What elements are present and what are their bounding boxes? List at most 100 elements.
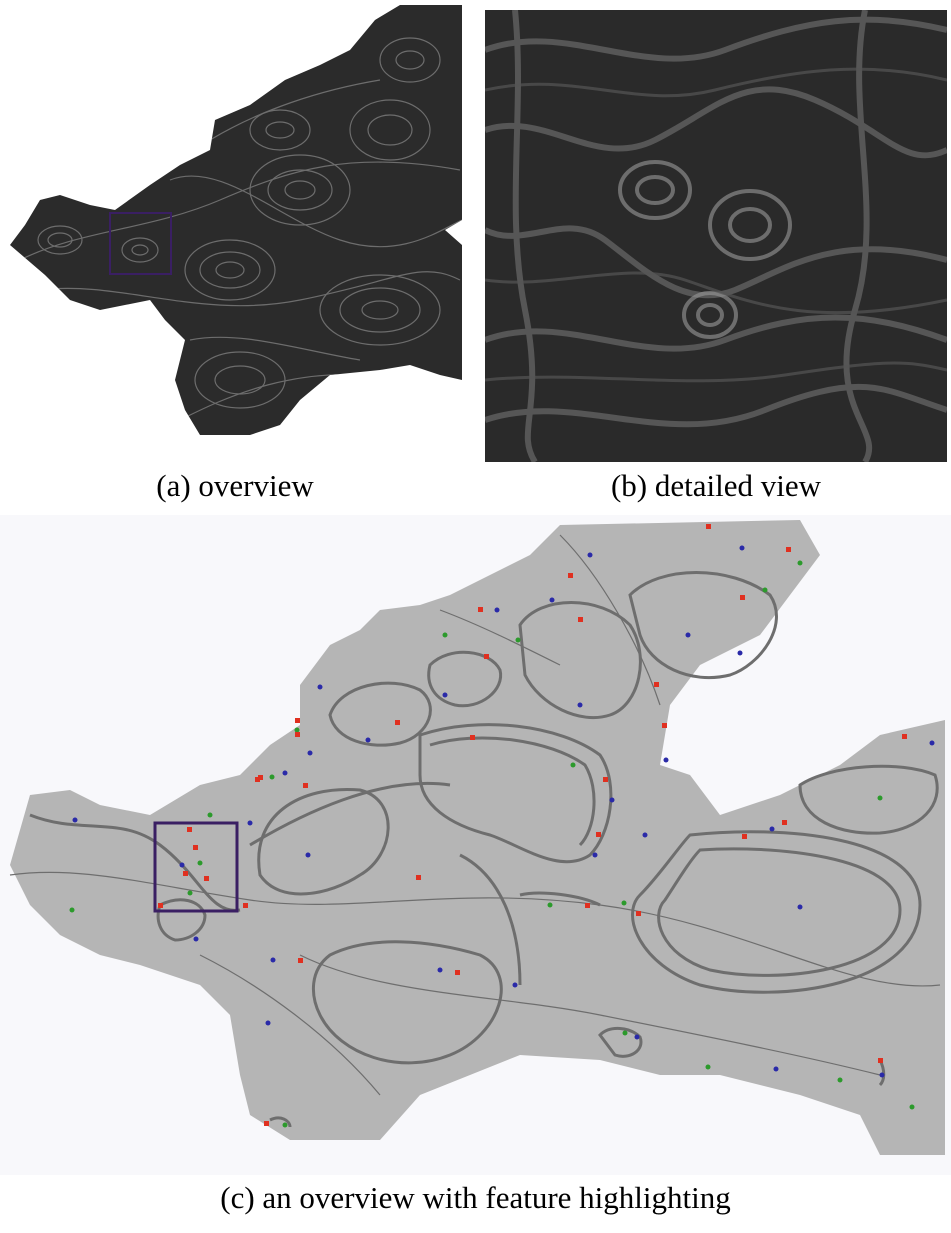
source-icon	[739, 545, 745, 551]
source-icon	[282, 770, 288, 776]
saddle-icon	[158, 903, 163, 908]
sink-icon	[515, 637, 521, 643]
source-icon	[879, 1072, 885, 1078]
saddle-icon	[243, 903, 248, 908]
source-icon	[437, 967, 443, 973]
caption-detailed-view: (b) detailed view	[610, 468, 822, 503]
source-icon	[265, 1020, 271, 1026]
detailed-view-image	[485, 10, 947, 462]
saddle-icon	[596, 832, 601, 837]
source-icon	[929, 740, 935, 746]
saddle-icon	[636, 911, 641, 916]
saddle-icon	[264, 1121, 269, 1126]
saddle-icon	[568, 573, 573, 578]
sink-icon	[837, 1077, 843, 1083]
sink-icon	[877, 795, 883, 801]
saddle-icon	[455, 970, 460, 975]
sink-icon	[294, 727, 300, 733]
caption-feature-highlighting: (c) an overview with feature highlightin…	[220, 1180, 731, 1215]
saddle-icon	[654, 682, 659, 687]
saddle-icon	[395, 720, 400, 725]
sink-icon	[197, 860, 203, 866]
overview-highlight-box	[109, 212, 172, 275]
source-icon	[642, 832, 648, 838]
source-icon	[512, 982, 518, 988]
saddle-icon	[295, 718, 300, 723]
overview-image	[0, 0, 470, 440]
source-icon	[317, 684, 323, 690]
saddle-icon	[258, 775, 263, 780]
source-icon	[442, 692, 448, 698]
sink-icon	[207, 812, 213, 818]
sink-markers	[69, 560, 915, 1128]
sink-icon	[909, 1104, 915, 1110]
saddle-markers	[158, 524, 907, 1126]
source-icon	[305, 852, 311, 858]
source-icon	[270, 957, 276, 963]
sink-icon	[442, 632, 448, 638]
saddle-icon	[578, 617, 583, 622]
saddle-icon	[662, 723, 667, 728]
saddle-icon	[603, 777, 608, 782]
source-icon	[193, 936, 199, 942]
saddle-icon	[878, 1058, 883, 1063]
thin-streamlines	[9, 534, 941, 1096]
saddle-icon	[902, 734, 907, 739]
source-icon	[609, 797, 615, 803]
source-markers	[72, 545, 935, 1078]
source-icon	[549, 597, 555, 603]
sink-icon	[269, 774, 275, 780]
source-icon	[577, 702, 583, 708]
saddle-icon	[740, 595, 745, 600]
saddle-icon	[786, 547, 791, 552]
sink-icon	[547, 902, 553, 908]
source-icon	[72, 817, 78, 823]
source-icon	[634, 1034, 640, 1040]
streamlines	[29, 571, 939, 1128]
saddle-icon	[478, 607, 483, 612]
source-icon	[365, 737, 371, 743]
sink-icon	[187, 890, 193, 896]
feature-highlight-svg	[9, 520, 945, 1155]
saddle-icon	[255, 777, 260, 782]
detail-lic-svg	[485, 10, 947, 462]
source-icon	[179, 862, 185, 868]
saddle-icon	[782, 820, 787, 825]
source-icon	[592, 852, 598, 858]
source-icon	[685, 632, 691, 638]
saddle-icon	[742, 834, 747, 839]
sink-icon	[570, 762, 576, 768]
sink-icon	[622, 1030, 628, 1036]
feature-highlight-image	[0, 515, 951, 1175]
sink-icon	[705, 1064, 711, 1070]
sink-icon	[797, 560, 803, 566]
sink-icon	[282, 1122, 288, 1128]
saddle-icon	[187, 827, 192, 832]
saddle-icon	[303, 783, 308, 788]
flow-domain	[10, 520, 945, 1155]
saddle-icon	[706, 524, 711, 529]
saddle-icon	[193, 845, 198, 850]
feature-highlight-box	[153, 821, 239, 913]
source-icon	[663, 757, 669, 763]
caption-overview: (a) overview	[156, 468, 314, 503]
saddle-icon	[295, 732, 300, 737]
sink-icon	[762, 587, 768, 593]
saddle-icon	[416, 875, 421, 880]
saddle-icon	[470, 735, 475, 740]
overview-lic-svg	[10, 5, 462, 435]
sink-icon	[621, 900, 627, 906]
source-icon	[769, 826, 775, 832]
saddle-icon	[484, 654, 489, 659]
saddle-icon	[183, 871, 188, 876]
source-icon	[773, 1066, 779, 1072]
saddle-icon	[298, 958, 303, 963]
saddle-icon	[585, 903, 590, 908]
source-icon	[587, 552, 593, 558]
source-icon	[737, 650, 743, 656]
source-icon	[494, 607, 500, 613]
source-icon	[307, 750, 313, 756]
source-icon	[247, 820, 253, 826]
source-icon	[797, 904, 803, 910]
saddle-icon	[204, 876, 209, 881]
